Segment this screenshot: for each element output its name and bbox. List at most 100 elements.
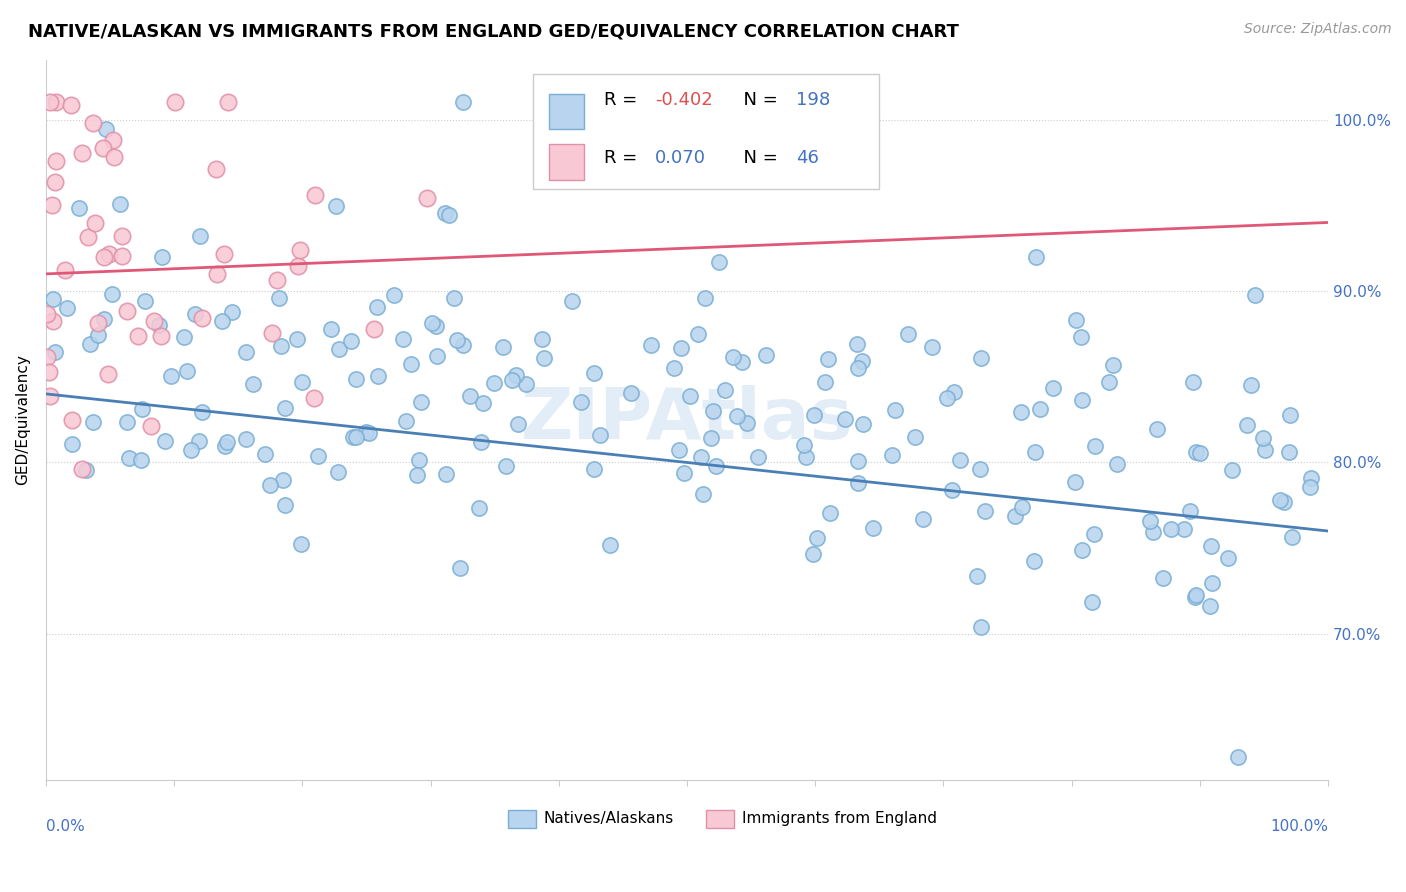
Point [392, 332, 415, 346]
Point [287, 259, 309, 273]
Point [188, 229, 211, 244]
Point [183, 307, 205, 321]
Point [131, 402, 153, 417]
Point [942, 385, 965, 400]
Point [399, 357, 422, 371]
Point [1216, 550, 1239, 565]
FancyBboxPatch shape [548, 145, 585, 180]
Point [446, 333, 468, 347]
Point [344, 430, 367, 444]
Point [111, 228, 134, 243]
Point [60, 413, 83, 427]
Point [451, 95, 474, 110]
Point [262, 326, 284, 340]
Point [599, 538, 621, 552]
Point [425, 349, 447, 363]
Point [969, 462, 991, 476]
Point [1189, 446, 1212, 460]
Point [1152, 571, 1174, 585]
Point [451, 338, 474, 352]
Point [205, 162, 228, 177]
Point [97, 367, 120, 381]
Point [468, 501, 491, 516]
Point [72, 462, 94, 476]
Point [242, 376, 264, 391]
Point [110, 197, 132, 211]
Point [443, 291, 465, 305]
Point [259, 478, 281, 492]
Point [38, 95, 60, 110]
Point [669, 341, 692, 355]
Point [290, 537, 312, 551]
Point [285, 331, 308, 345]
Point [1160, 522, 1182, 536]
Point [668, 443, 690, 458]
Point [851, 353, 873, 368]
Point [55, 263, 77, 277]
Point [449, 561, 471, 575]
Point [1070, 330, 1092, 344]
Point [217, 95, 239, 110]
Point [1198, 599, 1220, 613]
Point [101, 287, 124, 301]
Point [416, 191, 439, 205]
Text: N =: N = [733, 92, 783, 110]
Point [367, 369, 389, 384]
Point [266, 273, 288, 287]
Point [83, 216, 105, 230]
Point [191, 310, 214, 325]
Point [695, 292, 717, 306]
Point [214, 439, 236, 453]
Point [118, 451, 141, 466]
Point [582, 366, 605, 380]
Point [111, 249, 134, 263]
Point [82, 415, 104, 429]
Point [969, 351, 991, 365]
Point [288, 244, 311, 258]
Text: Natives/Alaskans: Natives/Alaskans [544, 811, 673, 826]
Text: -0.402: -0.402 [655, 92, 713, 110]
FancyBboxPatch shape [706, 810, 734, 828]
Point [794, 450, 817, 464]
Text: NATIVE/ALASKAN VS IMMIGRANTS FROM ENGLAND GED/EQUIVALENCY CORRELATION CHART: NATIVE/ALASKAN VS IMMIGRANTS FROM ENGLAN… [28, 22, 959, 40]
Point [75, 463, 97, 477]
Point [1024, 554, 1046, 568]
Point [191, 405, 214, 419]
Point [515, 377, 537, 392]
Point [721, 350, 744, 364]
Point [702, 404, 724, 418]
Point [269, 291, 291, 305]
Point [1239, 378, 1261, 392]
Point [38, 365, 60, 379]
Point [1010, 405, 1032, 419]
Point [820, 507, 842, 521]
Point [253, 446, 276, 460]
Point [437, 208, 460, 222]
Point [274, 498, 297, 512]
Point [1097, 376, 1119, 390]
Point [274, 401, 297, 416]
Point [904, 430, 927, 444]
Point [44, 175, 66, 189]
Point [846, 454, 869, 468]
Point [1011, 500, 1033, 514]
Point [492, 340, 515, 354]
Point [949, 452, 972, 467]
Point [1299, 480, 1322, 494]
Point [495, 458, 517, 473]
Point [589, 427, 612, 442]
Point [530, 332, 553, 346]
Point [533, 351, 555, 366]
Point [1185, 588, 1208, 602]
Point [505, 368, 527, 383]
Point [342, 430, 364, 444]
Point [35, 307, 58, 321]
Point [35, 350, 58, 364]
Point [1182, 375, 1205, 389]
Point [1146, 421, 1168, 435]
Point [846, 361, 869, 376]
Point [188, 434, 211, 449]
Point [142, 314, 165, 328]
Text: N =: N = [733, 149, 783, 167]
Point [56, 301, 79, 316]
